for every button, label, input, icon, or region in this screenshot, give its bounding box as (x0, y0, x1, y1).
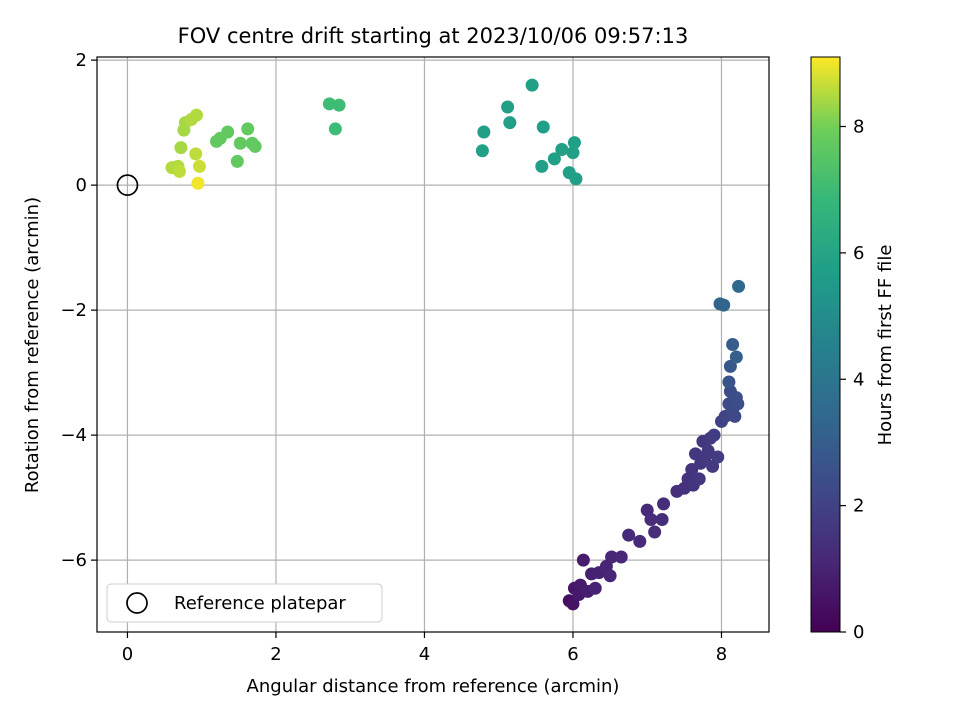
colorbar-tick-label: 2 (853, 496, 864, 517)
chart-title: FOV centre drift starting at 2023/10/06 … (178, 24, 689, 48)
data-point (657, 497, 671, 511)
data-point (692, 472, 706, 486)
data-point (567, 136, 581, 150)
data-point (605, 550, 619, 564)
data-point (192, 159, 206, 173)
legend-box (106, 583, 383, 623)
data-point (555, 143, 569, 156)
x-tick-label: 2 (270, 644, 281, 665)
data-point (722, 375, 736, 389)
y-tick-label: 0 (76, 175, 87, 196)
colorbar-tick-label: 4 (853, 369, 864, 390)
data-point (191, 176, 205, 190)
data-point (614, 550, 628, 564)
data-point (731, 397, 745, 411)
y-tick-label: −6 (60, 550, 87, 571)
reference-point-marker (116, 174, 139, 196)
x-axis-ticks: 0 2 4 6 8 (122, 632, 727, 665)
data-point (717, 298, 731, 312)
data-point (711, 450, 725, 464)
data-point (475, 144, 489, 158)
data-point (190, 108, 204, 122)
data-point (248, 139, 262, 153)
data-point (233, 136, 247, 150)
data-point (221, 125, 235, 139)
y-tick-label: 2 (76, 50, 87, 71)
plot-frame (96, 56, 770, 633)
data-point (241, 122, 255, 136)
legend-open-circle-marker (126, 592, 148, 614)
legend-label: Reference platepar (174, 593, 346, 614)
scatter-points (165, 78, 746, 611)
y-axis-label: Rotation from reference (arcmin) (22, 197, 43, 493)
data-point (477, 125, 491, 139)
data-point (732, 279, 746, 293)
colorbar-tick-label: 6 (853, 243, 864, 264)
x-tick-label: 6 (567, 644, 578, 665)
data-point (644, 513, 658, 526)
data-point (174, 141, 188, 155)
colorbar (810, 56, 841, 633)
data-point (648, 525, 662, 539)
data-point (328, 122, 342, 136)
x-axis-label: Angular distance from reference (arcmin) (247, 676, 620, 697)
data-point (322, 97, 336, 111)
x-tick-label: 0 (122, 644, 133, 665)
data-point (728, 409, 742, 423)
data-point (566, 597, 580, 611)
y-tick-label: −2 (60, 300, 87, 321)
colorbar-label: Hours from first FF file (875, 245, 896, 446)
data-point (729, 350, 743, 364)
legend: Reference platepar (106, 583, 383, 623)
data-point (701, 444, 715, 458)
data-point (525, 78, 539, 92)
data-point (547, 152, 561, 166)
data-point (501, 100, 515, 114)
x-tick-label: 4 (419, 644, 430, 665)
data-point (576, 553, 590, 567)
data-point (726, 338, 740, 351)
data-point (536, 120, 550, 134)
colorbar-tick-label: 8 (853, 117, 864, 138)
data-point (569, 172, 583, 186)
data-point (633, 534, 647, 548)
data-point (603, 569, 617, 583)
x-tick-label: 8 (716, 644, 727, 665)
data-point (588, 581, 602, 595)
data-point (189, 147, 203, 161)
data-point (723, 359, 737, 373)
data-point (655, 513, 669, 526)
data-point (503, 116, 517, 130)
data-point (707, 428, 721, 442)
grid-lines (97, 57, 769, 632)
data-point (172, 164, 186, 178)
data-point (622, 528, 636, 542)
data-point (566, 146, 580, 160)
colorbar-tick-label: 0 (853, 622, 864, 643)
data-point (230, 154, 244, 168)
colorbar-ticks: 0 2 4 6 8 (840, 117, 864, 643)
y-tick-label: −4 (60, 425, 87, 446)
data-point (332, 98, 346, 112)
data-point (535, 159, 549, 173)
y-axis-ticks: −6 −4 −2 0 2 (60, 50, 97, 571)
